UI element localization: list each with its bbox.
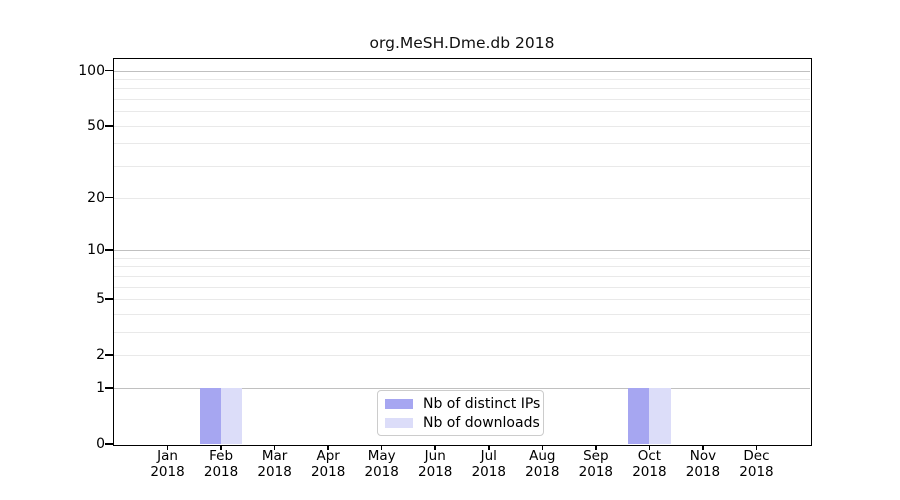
x-tick-label-line: 2018 (739, 463, 774, 480)
x-tick-label-line: May (367, 448, 396, 464)
minor-gridline (114, 111, 810, 113)
y-tick (105, 443, 113, 445)
x-tick-label-line: 2018 (150, 463, 185, 480)
x-tick (488, 445, 490, 450)
legend-swatch-distinct-ips (385, 398, 413, 409)
x-tick-label: Sep 2018 (551, 448, 641, 480)
x-tick-label-line: 2018 (632, 463, 667, 480)
x-tick-label-line: Aug (529, 448, 556, 464)
x-tick-label-line: 2018 (310, 463, 346, 480)
bar-oct-downloads (649, 387, 671, 444)
minor-gridline (114, 257, 810, 259)
minor-gridline (114, 355, 810, 357)
x-tick-label-line: 2018 (364, 463, 399, 480)
axes-frame (112, 57, 812, 446)
y-tick (105, 69, 113, 72)
x-tick-label-line: Nov (689, 448, 717, 464)
x-tick-label-line: Jun (424, 448, 446, 464)
major-gridline (114, 387, 810, 389)
x-tick-label-line: Sep (583, 448, 609, 464)
y-tick (105, 196, 113, 199)
legend: Nb of distinct IPs Nb of downloads (377, 390, 544, 436)
chart-title: org.MeSH.Dme.db 2018 (369, 34, 555, 52)
x-tick-label-line: Mar (261, 448, 288, 464)
x-tick-label-line: 2018 (578, 463, 614, 480)
x-tick-label: Mar 2018 (230, 448, 320, 480)
x-tick-label-line: 2018 (525, 463, 560, 480)
minor-gridline (114, 275, 810, 277)
x-tick-label-line: Feb (209, 448, 234, 464)
minor-gridline (114, 88, 810, 90)
x-tick (166, 445, 169, 450)
legend-entry-downloads: Nb of downloads (385, 416, 543, 430)
x-tick (273, 445, 276, 450)
legend-label-distinct-ips: Nb of distinct IPs (423, 395, 541, 412)
x-tick-label: Jan 2018 (123, 448, 213, 480)
minor-gridline (114, 331, 810, 333)
x-tick-label: Feb 2018 (176, 448, 266, 480)
plot-area: Jan 2018 Feb 2018 Mar 2018 Apr 2018 May 2018 Jun 20… (78, 59, 810, 479)
minor-gridline (114, 266, 810, 268)
x-tick-label-line: Oct (637, 448, 662, 464)
x-tick-label: Jun 2018 (390, 448, 480, 480)
legend-swatch-downloads (385, 417, 413, 428)
y-tick-label: 0 (96, 436, 105, 452)
minor-gridline (114, 125, 810, 127)
x-tick-label-line: 2018 (203, 463, 239, 480)
y-tick-label: 2 (96, 347, 105, 364)
x-tick-label-line: Jan (157, 448, 178, 464)
minor-gridline (114, 143, 810, 145)
x-tick (702, 445, 704, 450)
legend-label-downloads: Nb of downloads (423, 414, 540, 431)
y-tick-label: 20 (87, 189, 105, 206)
x-tick-label-line: Dec (743, 448, 770, 464)
x-tick-label-line: Jul (480, 448, 497, 464)
major-gridline (114, 70, 810, 72)
x-tick (220, 445, 222, 450)
y-tick-label: 5 (96, 290, 105, 307)
x-tick-label: Jul 2018 (444, 448, 534, 480)
y-tick (105, 298, 113, 300)
x-tick-label-line: 2018 (685, 463, 721, 480)
x-tick-label-line: 2018 (257, 463, 292, 480)
x-tick-label: Dec 2018 (711, 448, 801, 480)
bar-oct-distinct-ips (627, 387, 650, 444)
legend-entry-distinct-ips: Nb of distinct IPs (385, 397, 543, 411)
minor-gridline (114, 99, 810, 101)
y-tick-label: 100 (78, 62, 105, 79)
bar-feb-distinct-ips (199, 387, 222, 444)
y-tick (105, 387, 113, 389)
y-tick-label: 10 (87, 241, 105, 258)
y-tick (105, 125, 113, 127)
bar-feb-downloads (221, 387, 243, 444)
minor-gridline (114, 313, 810, 315)
x-tick-label: Aug 2018 (497, 448, 587, 480)
y-tick-label: 50 (87, 117, 105, 134)
x-tick-label: Nov 2018 (658, 448, 748, 480)
x-tick (434, 445, 436, 450)
major-gridline (114, 249, 810, 251)
x-tick-label-line: Apr (316, 448, 340, 464)
x-tick (327, 445, 329, 450)
x-tick (595, 445, 597, 450)
x-tick-label-line: 2018 (471, 463, 506, 480)
x-tick (648, 445, 651, 450)
minor-gridline (114, 298, 810, 300)
x-tick (755, 445, 758, 450)
minor-gridline (114, 197, 810, 199)
y-tick-label: 1 (96, 379, 105, 396)
minor-gridline (114, 78, 810, 80)
x-tick (380, 445, 383, 450)
x-tick (541, 445, 544, 450)
y-tick (105, 354, 113, 356)
x-tick-label: Oct 2018 (604, 448, 694, 480)
x-tick-label: May 2018 (337, 448, 427, 480)
x-tick-label-line: 2018 (418, 463, 453, 480)
x-tick-label: Apr 2018 (283, 448, 373, 480)
minor-gridline (114, 166, 810, 168)
minor-gridline (114, 286, 810, 288)
y-tick (105, 249, 113, 251)
